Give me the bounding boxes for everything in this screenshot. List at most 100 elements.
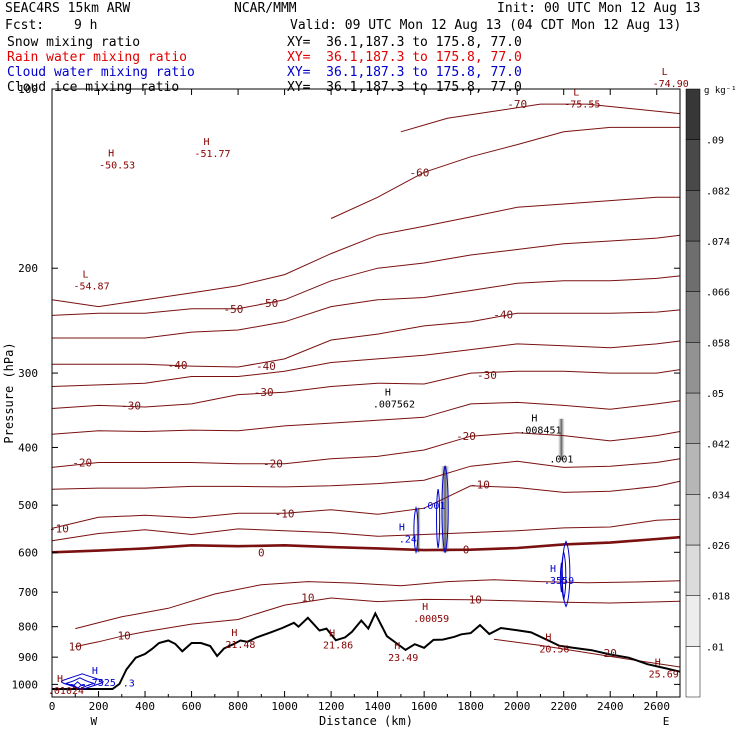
isotherm-label: 10 (469, 593, 482, 606)
colorbar-label: .026 (706, 541, 730, 552)
extremum-value: .008451 (519, 425, 561, 436)
extremum-marker: H (655, 658, 661, 669)
extremum-marker: H (108, 149, 114, 160)
isotherm-label: -50 (258, 297, 278, 310)
y-tick-label: 600 (18, 546, 38, 559)
x-tick-label: 1800 (457, 700, 484, 713)
extremum-marker: H (57, 674, 63, 685)
extremum-value: .01024 (48, 686, 84, 697)
colorbar-label: .074 (706, 237, 730, 248)
isotherm--20 (51, 431, 681, 468)
isotherm-label: 0 (258, 546, 265, 559)
field-name-cloud-water: Cloud water mixing ratio (7, 65, 195, 80)
y-tick-label: 200 (18, 262, 38, 275)
extremum-value: 23.49 (388, 653, 418, 664)
isotherm--50 (51, 234, 681, 316)
colorbar-box (685, 595, 701, 647)
isotherm-label: -30 (121, 399, 141, 412)
x-tick-label: 0 (49, 700, 56, 713)
isotherm-label: -70 (507, 98, 527, 111)
isotherm-label: 0 (463, 543, 470, 556)
cloud-water-contour-6 (60, 673, 104, 691)
y-axis-title: Pressure (hPa) (2, 342, 16, 443)
colorbar-label: .042 (706, 440, 730, 451)
extremum-value: .00059 (413, 614, 449, 625)
extremum-marker: H (550, 564, 556, 575)
extremum-marker: H (531, 413, 537, 424)
extremum-marker: H (385, 388, 391, 399)
field-xy-rain: XY= 36.1,187.3 to 175.8, 77.0 (287, 50, 522, 65)
extremum-value: 21.48 (225, 640, 255, 651)
y-tick-label: 100 (18, 83, 38, 96)
extremum-marker: H (399, 522, 405, 533)
extremum-value: -50.53 (99, 161, 135, 172)
extremum-marker: H (329, 628, 335, 639)
isotherm--15 (51, 458, 681, 490)
forecast-value: 9 h (74, 18, 98, 33)
extremum-value: 20.56 (539, 644, 569, 655)
terrain-line (52, 611, 681, 690)
field-name-cloud-ice: Cloud ice mixing ratio (7, 80, 180, 95)
isotherm-label: -40 (256, 360, 276, 373)
org-label: NCAR/MMM (234, 1, 297, 16)
x-tick-label: 400 (135, 700, 155, 713)
extremum-value: .007562 (373, 400, 415, 411)
valid-time: Valid: 09 UTC Mon 12 Aug 13 (04 CDT Mon … (290, 18, 682, 33)
extremum-value: .001 (549, 454, 573, 465)
x-tick-label: 200 (89, 700, 109, 713)
x-tick-label: 2600 (643, 700, 670, 713)
isotherm-label: 10 (117, 630, 130, 643)
isotherm--30 (51, 369, 681, 409)
colorbar-box (685, 190, 701, 242)
plot-frame (51, 88, 681, 698)
isotherm-label: -30 (254, 386, 274, 399)
extremum-marker: H (545, 632, 551, 643)
colorbar-label: .09 (706, 136, 724, 147)
ice-shading-0 (440, 466, 450, 553)
extremum-value: -74.90 (653, 79, 689, 90)
y-tick-label: 1000 (12, 678, 39, 691)
extremum-marker: H (422, 602, 428, 613)
colorbar-box (685, 342, 701, 394)
x-tick-label: 2000 (504, 700, 531, 713)
isotherm-label: -20 (456, 430, 476, 443)
x-tick-label: 2200 (550, 700, 577, 713)
field-xy-cloud-ice: XY= 36.1,187.3 to 175.8, 77.0 (287, 80, 522, 95)
isotherm--65 (400, 103, 681, 133)
model-title: SEAC4RS 15km ARW (5, 1, 131, 16)
isotherm-label: -40 (493, 308, 513, 321)
extremum-value: .3 (123, 679, 135, 690)
isotherm-label: 10 (69, 641, 82, 654)
x-tick-label: 800 (228, 700, 248, 713)
isotherm-label: -60 (410, 166, 430, 179)
extremum-marker: L (83, 269, 89, 280)
isotherm-label: -30 (477, 369, 497, 382)
isotherm-label: -40 (168, 359, 188, 372)
y-tick-label: 900 (18, 651, 38, 664)
isotherm--60 (330, 126, 680, 219)
extremum-value: -51.77 (194, 149, 230, 160)
forecast-label: Fcst: (5, 18, 45, 33)
x-tick-label: 2400 (597, 700, 624, 713)
isotherm-label: -20 (263, 458, 283, 471)
x-end-label-west: W (91, 715, 98, 728)
y-tick-label: 500 (18, 499, 38, 512)
colorbar-box (685, 139, 701, 191)
colorbar-label: .066 (706, 288, 730, 299)
isotherm--5 (51, 518, 681, 542)
x-tick-label: 1000 (271, 700, 298, 713)
isotherm-label: 10 (301, 592, 314, 605)
cloud-water-contour-1 (436, 489, 441, 549)
extremum-marker: H (394, 641, 400, 652)
x-tick-label: 600 (182, 700, 202, 713)
isotherm--10 (51, 480, 681, 529)
extremum-value: .24 (399, 534, 417, 545)
extremum-marker: H (231, 628, 237, 639)
field-xy-snow: XY= 36.1,187.3 to 175.8, 77.0 (287, 35, 522, 50)
extremum-marker: L (662, 67, 668, 78)
colorbar-unit: g kg⁻¹ (704, 86, 737, 96)
cloud-water-contour-2 (413, 505, 419, 555)
isotherm-label: -20 (72, 457, 92, 470)
cloud-water-contour-5 (559, 562, 563, 593)
